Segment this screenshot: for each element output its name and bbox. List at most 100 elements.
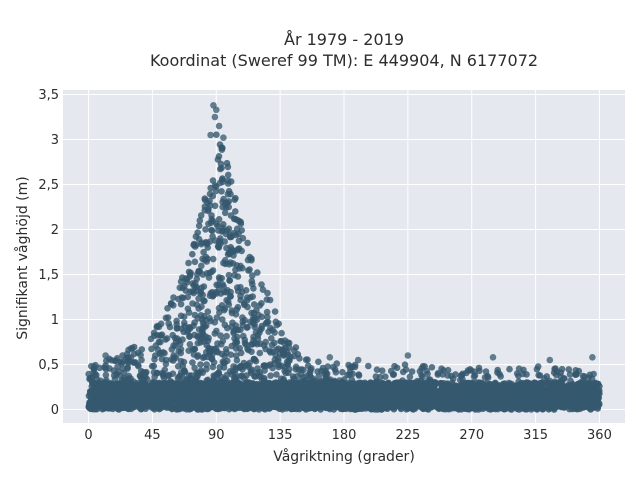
data-point [444, 366, 452, 374]
data-point [434, 371, 442, 378]
data-point [170, 294, 177, 301]
data-point [153, 370, 161, 377]
data-point [263, 308, 271, 316]
data-point [390, 405, 398, 413]
data-point [212, 237, 219, 244]
data-point [177, 312, 185, 320]
data-point [193, 275, 201, 283]
data-point [234, 303, 242, 311]
data-point [292, 363, 300, 371]
data-point [138, 346, 146, 353]
data-point [138, 356, 145, 364]
data-point [369, 395, 376, 403]
data-point [159, 349, 167, 356]
data-point [156, 332, 164, 339]
data-point [272, 318, 280, 326]
data-point [260, 362, 268, 369]
data-point [195, 326, 203, 333]
data-point [206, 397, 214, 405]
data-point [204, 244, 211, 251]
data-point [185, 309, 193, 316]
data-point [184, 293, 192, 301]
data-point [232, 371, 239, 378]
data-point [228, 309, 236, 317]
data-point [269, 364, 276, 372]
data-point [219, 281, 226, 288]
data-point [218, 350, 226, 358]
data-point [191, 258, 199, 266]
data-point [275, 363, 283, 371]
data-point [265, 328, 272, 336]
data-point [315, 373, 322, 381]
data-point [551, 365, 558, 373]
data-point [179, 336, 186, 343]
data-point [215, 369, 222, 376]
data-point [108, 388, 116, 395]
data-point [189, 359, 196, 366]
data-point [221, 257, 229, 264]
data-point [255, 406, 263, 413]
data-point [226, 277, 234, 284]
data-point [154, 322, 161, 330]
data-point [523, 371, 530, 378]
data-point [459, 370, 466, 378]
data-point [170, 354, 178, 361]
data-point [197, 212, 205, 219]
data-point [181, 282, 188, 290]
data-point [268, 341, 276, 349]
data-point [209, 177, 217, 184]
data-point [178, 294, 186, 301]
data-point [213, 131, 220, 138]
data-point [471, 372, 479, 379]
data-point [137, 405, 145, 413]
data-point [535, 371, 542, 379]
data-point [164, 314, 172, 321]
data-point [568, 394, 575, 401]
data-point [170, 342, 177, 349]
data-point [235, 217, 243, 225]
data-point [151, 356, 158, 363]
data-point [189, 250, 196, 258]
data-point [219, 144, 226, 152]
data-point [185, 324, 192, 331]
data-point [264, 289, 271, 297]
data-point [572, 371, 580, 378]
data-point [215, 216, 223, 223]
data-point [533, 366, 541, 373]
data-point [119, 358, 127, 366]
data-point [158, 369, 166, 377]
data-point [224, 180, 232, 187]
data-point [206, 202, 214, 209]
data-point [191, 331, 198, 339]
data-points [85, 102, 603, 413]
data-point [389, 390, 397, 397]
data-point [221, 209, 229, 217]
data-point [258, 281, 265, 288]
data-point [209, 217, 217, 225]
data-point [215, 304, 223, 312]
data-point [233, 262, 241, 269]
data-point [195, 222, 203, 230]
data-point [215, 274, 223, 281]
data-point [267, 372, 274, 380]
data-point [231, 340, 239, 347]
data-point [218, 188, 225, 195]
data-point [197, 361, 204, 368]
data-point [194, 353, 201, 361]
data-point [211, 330, 219, 337]
data-point [88, 383, 95, 390]
data-point [304, 356, 311, 364]
data-point [444, 372, 452, 379]
data-point [262, 345, 269, 353]
data-point [114, 363, 121, 371]
data-point [234, 273, 242, 280]
data-point [201, 203, 209, 210]
data-point [416, 368, 424, 375]
data-point [165, 371, 173, 379]
data-point [250, 314, 257, 322]
data-point [253, 269, 261, 276]
data-point [198, 262, 205, 270]
data-point [382, 373, 389, 381]
data-point [138, 374, 145, 382]
data-point [405, 392, 412, 399]
